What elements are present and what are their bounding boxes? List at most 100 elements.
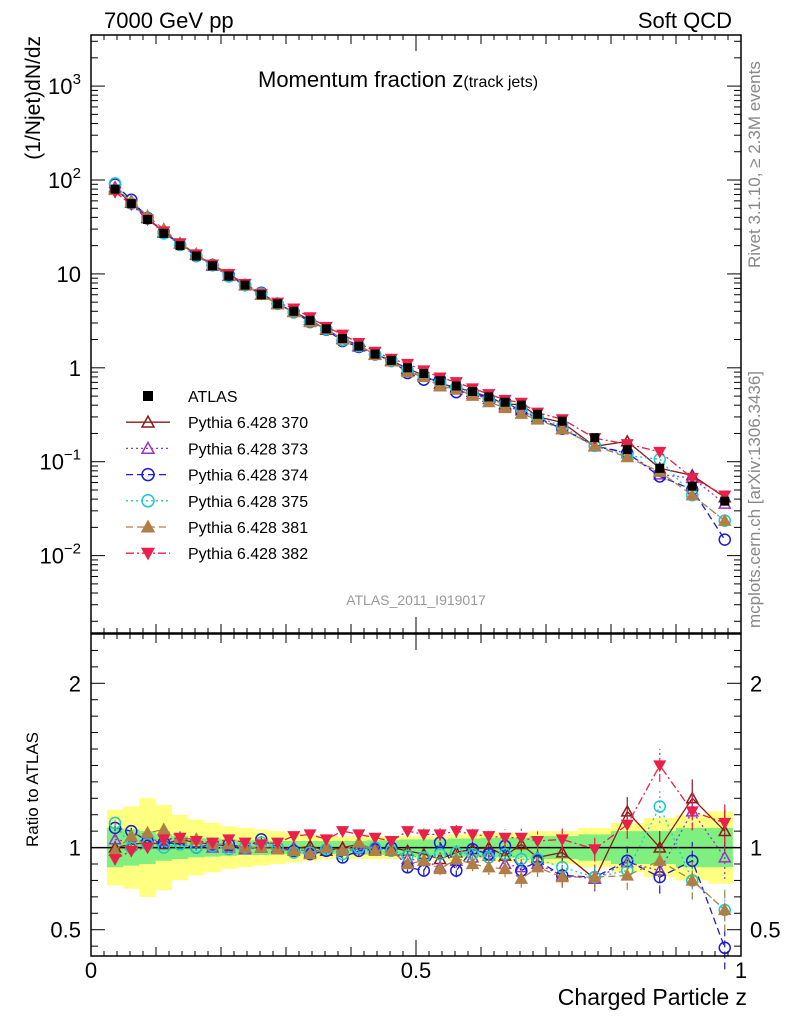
main-point-4-32	[717, 513, 732, 526]
data-point-25	[516, 400, 526, 410]
x-axis-label: Charged Particle z	[558, 984, 747, 1010]
main-point-5-30	[653, 446, 667, 459]
ratio-point-5-32	[718, 817, 732, 830]
ratio-panel-marks	[108, 748, 732, 970]
ratio-point-5-30	[653, 760, 667, 773]
data-point-21	[451, 381, 461, 391]
legend-entry-3: Pythia 6.428 375	[126, 494, 308, 511]
main-ytick-label-exp-0: 3	[73, 71, 81, 88]
ratio-point-1-32	[717, 850, 732, 863]
main-point-5-29	[620, 439, 634, 451]
main-panel-frame	[90, 34, 742, 634]
data-point-31	[687, 481, 697, 491]
main-point-4-20	[433, 379, 447, 392]
ratio-point-4-11	[287, 843, 301, 857]
ratio-point-5-8	[238, 837, 252, 850]
ratio-point-5-26	[531, 835, 545, 848]
ratio-point-5-22	[466, 829, 480, 842]
axis-ticks	[90, 35, 742, 956]
ratio-point-5-6	[206, 837, 220, 850]
header-category-label: Soft QCD	[637, 8, 732, 33]
data-point-28	[590, 433, 600, 443]
legend-marker-0	[140, 414, 156, 428]
legend-entry-data: ATLAS	[143, 389, 238, 406]
legend-marker-3	[141, 494, 155, 508]
data-point-19	[419, 368, 429, 378]
legend-label-data: ATLAS	[188, 389, 238, 406]
ratio-point-4-24	[498, 861, 512, 875]
ratio-point-4-3	[157, 822, 171, 835]
ratio-point-5-7	[222, 834, 236, 847]
main-point-4-27	[555, 422, 570, 435]
main-ytick-label-2: 10	[57, 262, 81, 287]
ratio-ytick-label-left-1: 1	[69, 836, 81, 861]
legend-entry-5: Pythia 6.428 382	[126, 546, 308, 563]
main-point-4-24	[498, 400, 512, 414]
ratio-point-5-23	[482, 831, 496, 843]
data-point-9	[256, 290, 266, 300]
ratio-point-3-25	[515, 852, 528, 866]
data-point-3	[159, 228, 169, 238]
data-point-32	[720, 496, 730, 506]
legend-marker-data	[143, 391, 153, 401]
legend-marker-4	[140, 519, 156, 533]
chart-title-sub: (track jets)	[463, 74, 538, 91]
main-ytick-label-base-2: 10	[57, 262, 81, 287]
ratio-point-4-30	[652, 853, 667, 866]
analysis-watermark: ATLAS_2011_I919017	[346, 592, 486, 608]
ratio-point-2-0	[108, 821, 122, 835]
ratio-point-5-11	[287, 831, 301, 843]
ratio-ytick-label-right-2: 2	[750, 671, 762, 696]
ratio-point-4-17	[384, 843, 399, 857]
main-y-axis-label: (1/Njet)dN/dz	[22, 36, 45, 160]
main-ytick-label-0: 310	[48, 71, 81, 99]
data-point-5	[191, 251, 201, 261]
ratio-point-4-22	[465, 856, 480, 870]
ratio-point-5-29	[620, 819, 634, 832]
ratio-point-5-27	[555, 834, 569, 847]
main-ytick-label-5: −210	[40, 541, 81, 569]
ratio-point-5-14	[336, 826, 350, 838]
ratio-uncertainty-bands	[91, 798, 741, 897]
data-point-22	[468, 386, 478, 396]
data-point-18	[403, 363, 413, 373]
main-ytick-label-1: 210	[48, 165, 81, 193]
main-ytick-label-base-4: 10	[40, 450, 64, 475]
data-point-14	[338, 334, 348, 344]
ratio-point-5-25	[514, 832, 528, 845]
ratio-point-4-19	[417, 853, 431, 866]
legend-label-4: Pythia 6.428 381	[188, 520, 308, 537]
ratio-point-0-25	[514, 837, 529, 850]
ratio-point-3-30	[653, 800, 666, 813]
main-ytick-label-exp-5: −2	[64, 541, 81, 558]
main-point-4-25	[514, 406, 529, 419]
legend-marker-5	[140, 547, 156, 561]
ratio-ytick-label-left-2: 2	[69, 671, 81, 696]
main-ytick-label-base-0: 10	[48, 74, 72, 99]
ratio-point-1-0	[108, 832, 122, 845]
ratio-point-5-5	[189, 835, 203, 848]
ratio-point-3-24	[498, 847, 512, 861]
ratio-point-2-32	[718, 941, 731, 955]
data-point-26	[533, 409, 543, 419]
ratio-point-5-20	[433, 829, 447, 842]
ratio-panel-frame	[90, 633, 742, 957]
ratio-point-4-1	[124, 829, 139, 842]
chart-title-main: Momentum fraction z	[258, 67, 463, 92]
main-panel-marks	[108, 177, 732, 546]
legend-entry-1: Pythia 6.428 373	[126, 440, 308, 458]
legend-marker-2	[141, 467, 155, 482]
ratio-point-4-25	[514, 871, 529, 884]
ratio-point-5-10	[271, 837, 285, 850]
main-ytick-label-exp-1: 2	[73, 165, 81, 182]
ratio-point-5-24	[498, 832, 512, 845]
legend-label-2: Pythia 6.428 374	[188, 468, 308, 485]
legend-label-0: Pythia 6.428 370	[188, 415, 308, 432]
chart-title: Momentum fraction z(track jets)	[258, 67, 538, 92]
ratio-point-5-31	[685, 806, 699, 819]
data-point-24	[500, 397, 510, 407]
ratio-point-3-0	[108, 816, 122, 830]
ratio-point-5-18	[401, 826, 415, 838]
ratio-point-5-21	[449, 826, 463, 838]
data-point-7	[224, 271, 234, 281]
